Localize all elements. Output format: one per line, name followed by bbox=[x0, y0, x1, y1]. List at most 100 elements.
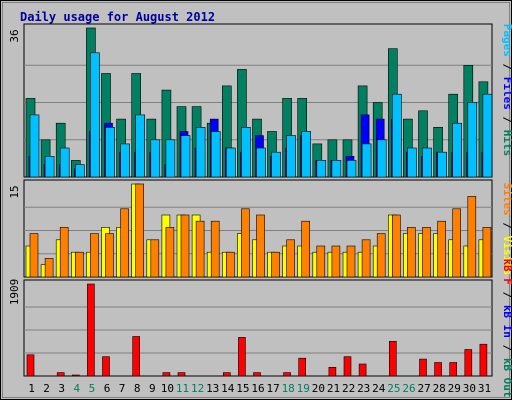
bar-pages bbox=[482, 93, 493, 178]
panel-bg-kbf-kbin-kbout bbox=[23, 279, 493, 377]
x-tick-label: 12 bbox=[191, 382, 204, 395]
bar-kb-f bbox=[87, 283, 95, 377]
x-tick-label: 11 bbox=[176, 382, 189, 395]
bar-pages bbox=[180, 135, 191, 178]
bar-kb-f bbox=[223, 372, 231, 377]
x-tick-label: 22 bbox=[342, 382, 355, 395]
bar-pages bbox=[301, 131, 312, 178]
legend-sep-1: / bbox=[501, 64, 512, 71]
bar-pages bbox=[90, 52, 100, 178]
y-max-label-visits-sites: 15 bbox=[8, 185, 21, 198]
x-tick-label: 20 bbox=[312, 382, 325, 395]
bar-sites bbox=[391, 214, 401, 278]
x-tick-label: 29 bbox=[448, 382, 461, 395]
bar-sites bbox=[135, 183, 144, 278]
bar-sites bbox=[331, 245, 341, 278]
bar-sites bbox=[150, 239, 160, 278]
legend-files: Files bbox=[501, 77, 512, 110]
bar-pages bbox=[105, 127, 115, 178]
x-tick-label: 2 bbox=[43, 382, 50, 395]
bar-kb-f bbox=[26, 354, 35, 377]
bar-kb-f bbox=[283, 372, 291, 377]
bar-kb-f bbox=[449, 362, 458, 377]
x-tick-label: 18 bbox=[282, 382, 295, 395]
bar-sites bbox=[105, 233, 114, 278]
bar-kb-f bbox=[102, 356, 110, 377]
bar-pages bbox=[241, 127, 251, 178]
legend-kbout: kB Out bbox=[501, 358, 512, 398]
x-tick-label: 1 bbox=[28, 382, 35, 395]
bar-kb-f bbox=[72, 374, 80, 377]
bar-sites bbox=[346, 245, 356, 278]
bar-pages bbox=[361, 143, 372, 178]
bar-pages bbox=[376, 139, 387, 178]
legend-sep-3: / bbox=[501, 222, 512, 229]
bar-pages bbox=[44, 156, 55, 178]
bar-sites bbox=[195, 220, 205, 278]
x-tick-label: 5 bbox=[89, 382, 96, 395]
legend-sep-5: / bbox=[501, 345, 512, 352]
bar-sites bbox=[271, 251, 280, 278]
bar-sites bbox=[210, 220, 220, 278]
bar-sites bbox=[407, 227, 416, 278]
bar-sites bbox=[452, 208, 462, 278]
bar-sites bbox=[316, 245, 326, 278]
bar-sites bbox=[165, 227, 175, 278]
bar-pages bbox=[271, 151, 281, 178]
bar-sites bbox=[44, 258, 54, 278]
bar-sites bbox=[59, 227, 69, 278]
bar-kb-f bbox=[298, 357, 307, 377]
x-tick-label: 14 bbox=[221, 382, 235, 395]
bar-sites bbox=[286, 239, 295, 278]
bar-sites bbox=[256, 214, 265, 278]
chart-title: Daily usage for August 2012 bbox=[20, 10, 215, 24]
legend-visits: Visits bbox=[501, 236, 512, 276]
bar-sites bbox=[226, 251, 235, 278]
bar-kb-f bbox=[358, 363, 367, 377]
bar-pages bbox=[331, 160, 342, 178]
x-tick-label: 26 bbox=[402, 382, 415, 395]
x-tick-label: 15 bbox=[236, 382, 249, 395]
legend-sep-4: / bbox=[501, 292, 512, 299]
bar-kb-f bbox=[328, 366, 337, 377]
bar-pages bbox=[120, 143, 130, 178]
bar-pages bbox=[150, 139, 161, 178]
y-max-label-hits-files-pages: 36 bbox=[8, 29, 21, 42]
bar-pages bbox=[135, 114, 145, 178]
y-max-label-kbf-kbin-kbout: 1909 bbox=[8, 279, 21, 306]
x-tick-label: 3 bbox=[58, 382, 65, 395]
legend-sites: Sites bbox=[501, 183, 512, 216]
bar-sites bbox=[75, 251, 84, 278]
bar-kb-f bbox=[56, 372, 65, 377]
bar-kb-f bbox=[343, 356, 352, 377]
x-axis-labels: 1 2 3 4 5 6 7 8 9 10 11 12 13 14 15 16 17 18 19 20 21 22 23 24 2… bbox=[28, 382, 491, 395]
bar-sites bbox=[467, 196, 477, 278]
bar-sites bbox=[29, 233, 39, 278]
x-tick-label: 30 bbox=[463, 382, 476, 395]
bar-kb-f bbox=[132, 336, 140, 377]
x-tick-label: 27 bbox=[417, 382, 430, 395]
x-tick-label: 9 bbox=[149, 382, 156, 395]
legend-bot: kB F / kB In / kB Out bbox=[501, 258, 512, 397]
bar-pages bbox=[437, 151, 447, 178]
x-tick-label: 6 bbox=[104, 382, 111, 395]
bar-pages bbox=[256, 147, 266, 178]
bar-sites bbox=[482, 227, 492, 278]
bar-pages bbox=[467, 102, 478, 178]
bar-pages bbox=[316, 160, 327, 178]
svg-text:Sites / Visits: Sites / Visits bbox=[501, 183, 512, 276]
bar-sites bbox=[437, 220, 446, 278]
bar-pages bbox=[75, 164, 85, 178]
bar-pages bbox=[346, 160, 357, 178]
y-axis-labels: 36 15 1909 bbox=[8, 29, 21, 305]
bar-pages bbox=[165, 139, 176, 178]
legend-hits: Hits bbox=[501, 130, 512, 157]
x-tick-label: 21 bbox=[327, 382, 340, 395]
bar-kb-f bbox=[162, 372, 171, 377]
x-tick-label: 7 bbox=[119, 382, 126, 395]
legend-pages: Pages bbox=[501, 24, 512, 57]
legend-top: Pages / Files / Hits bbox=[501, 24, 512, 157]
bar-pages bbox=[226, 147, 236, 178]
